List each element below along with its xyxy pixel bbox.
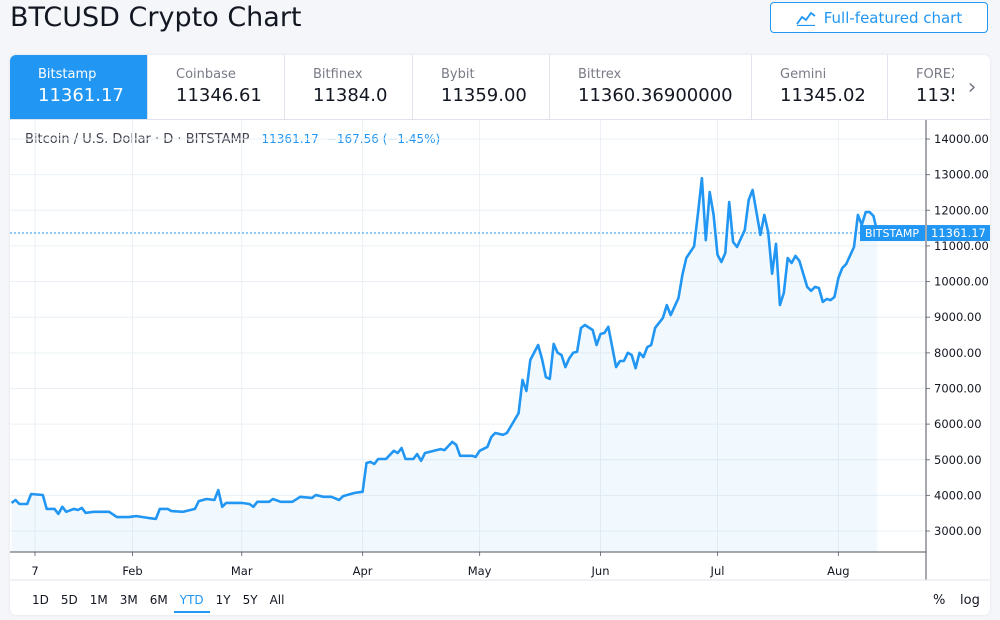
exchange-name: Bitfinex xyxy=(313,67,363,82)
tab-bitstamp[interactable]: Bitstamp 11361.17 xyxy=(10,55,148,119)
range-1d[interactable]: 1D xyxy=(32,593,49,607)
full-featured-chart-label: Full-featured chart xyxy=(823,8,963,27)
exchange-price: 11359.00 xyxy=(441,85,527,106)
exchange-price: 11345.02 xyxy=(780,85,866,106)
symbol-description: Bitcoin / U.S. Dollar · D · BITSTAMP xyxy=(25,132,250,147)
exchange-price: 11346.61 xyxy=(176,85,262,106)
range-ytd[interactable]: YTD xyxy=(173,593,210,613)
chart-line-icon xyxy=(796,11,816,26)
tab-gemini[interactable]: Gemini 11345.02 xyxy=(752,55,888,119)
exchange-name: Bybit xyxy=(441,67,475,82)
exchange-name: Coinbase xyxy=(176,67,236,82)
range-5y[interactable]: 5Y xyxy=(242,593,258,607)
percent-scale-toggle[interactable]: % xyxy=(933,593,946,608)
log-scale-toggle[interactable]: log xyxy=(960,593,980,608)
exchange-name: Gemini xyxy=(780,67,827,82)
tab-bybit[interactable]: Bybit 11359.00 xyxy=(413,55,550,119)
range-3m[interactable]: 3M xyxy=(119,593,138,607)
tab-forex[interactable]: FOREX 1135 xyxy=(888,55,958,119)
page-title: BTCUSD Crypto Chart xyxy=(10,2,302,33)
exchange-name: Bitstamp xyxy=(38,67,97,82)
full-featured-chart-button[interactable]: Full-featured chart xyxy=(770,2,988,33)
legend-price: 11361.17 xyxy=(261,132,319,146)
exchange-price: 11384.0 xyxy=(313,85,388,106)
range-6m[interactable]: 6M xyxy=(149,593,168,607)
range-1y[interactable]: 1Y xyxy=(215,593,231,607)
tab-coinbase[interactable]: Coinbase 11346.61 xyxy=(148,55,285,119)
chevron-right-icon[interactable]: › xyxy=(954,55,990,119)
exchange-price: 11361.17 xyxy=(38,85,124,106)
range-selector: 1D 5D 1M 3M 6M YTD 1Y 5Y All xyxy=(26,593,290,613)
exchange-name: Bittrex xyxy=(578,67,622,82)
exchange-price: 11360.36900000 xyxy=(578,85,733,106)
exchange-tabs: Bitstamp 11361.17 Coinbase 11346.61 Bitfinex… xyxy=(10,55,990,120)
legend-change: −167.56 (−1.45%) xyxy=(326,132,441,146)
exchange-price: 1135 xyxy=(916,85,958,106)
range-1m[interactable]: 1M xyxy=(89,593,108,607)
tab-bittrex[interactable]: Bittrex 11360.36900000 xyxy=(550,55,752,119)
tab-bitfinex[interactable]: Bitfinex 11384.0 xyxy=(285,55,413,119)
exchange-name: FOREX xyxy=(916,67,958,82)
chart-widget: Bitstamp 11361.17 Coinbase 11346.61 Bitfinex… xyxy=(10,55,990,615)
chart-legend: Bitcoin / U.S. Dollar · D · BITSTAMP 1136… xyxy=(25,132,440,147)
range-all[interactable]: All xyxy=(269,593,285,607)
range-5d[interactable]: 5D xyxy=(60,593,78,607)
